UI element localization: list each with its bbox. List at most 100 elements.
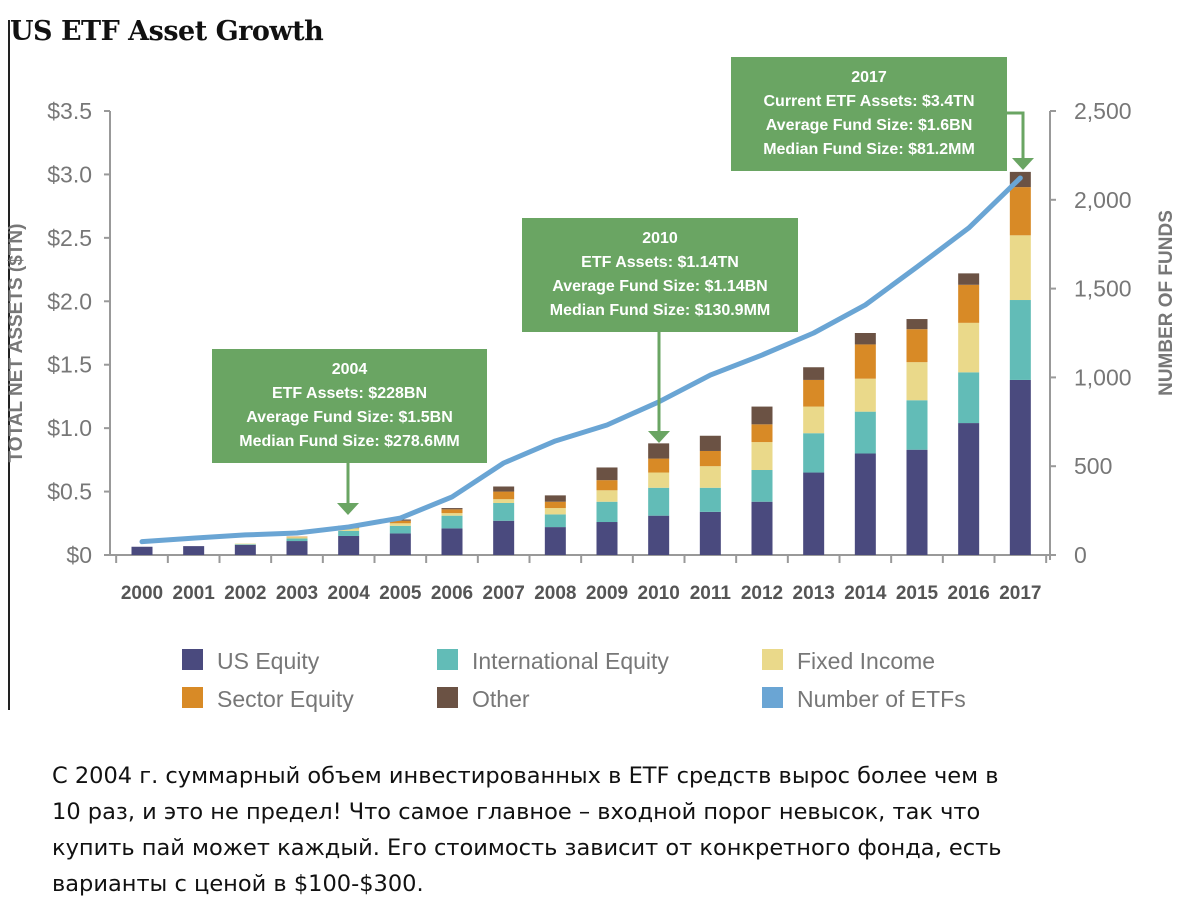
bar-segment-international-equity: [596, 501, 618, 523]
bar-segment-us-equity: [596, 522, 618, 555]
bar-segment-fixed-income: [906, 362, 928, 401]
y-tick-label-left: $1.5: [47, 352, 92, 378]
x-tick-label: 2013: [793, 583, 835, 604]
bar-segment-sector-equity: [286, 536, 308, 538]
annotation-box-2004: [212, 349, 487, 463]
x-tick-label: 2001: [173, 583, 216, 604]
caption-line: 10 раз, и это не предел! Что самое главн…: [52, 799, 981, 825]
annotation-arrowhead-2010: [648, 431, 670, 443]
bar-segment-fixed-income: [493, 499, 515, 503]
y-tick-label-left: $2.5: [47, 225, 92, 251]
bar-segment-other: [648, 443, 670, 459]
bar-segment-sector-equity: [699, 450, 721, 467]
annotation-text-line: Average Fund Size: $1.6BN: [766, 117, 973, 134]
bar-segment-other: [958, 273, 980, 285]
bar-segment-fixed-income: [699, 466, 721, 488]
bar-segment-us-equity: [234, 544, 256, 555]
legend-label: Fixed Income: [797, 648, 935, 674]
bar-segment-us-equity: [648, 515, 670, 555]
annotation-text-line: 2004: [332, 361, 368, 378]
bar-segment-us-equity: [441, 528, 463, 555]
bar-segment-us-equity: [338, 535, 360, 555]
x-tick-label: 2003: [276, 583, 318, 604]
x-tick-label: 2017: [999, 583, 1041, 604]
bar-segment-sector-equity: [854, 344, 876, 379]
chart-title: US ETF Asset Growth: [10, 16, 324, 47]
y-tick-label-right: 1,500: [1074, 276, 1132, 302]
bar-segment-fixed-income: [544, 508, 566, 515]
annotation-text-line: Average Fund Size: $1.5BN: [246, 409, 453, 426]
bar-segment-us-equity: [493, 520, 515, 555]
x-tick-label: 2011: [690, 583, 732, 604]
y-tick-label-right: 1,000: [1074, 364, 1132, 390]
bar-segment-sector-equity: [441, 509, 463, 514]
y-tick-label-right: 500: [1074, 453, 1112, 479]
bar-segment-us-equity: [803, 472, 825, 555]
legend-swatch-international-equity: [437, 649, 458, 670]
bar-segment-other: [493, 486, 515, 492]
bar-segment-us-equity: [1009, 379, 1031, 555]
bar-segment-international-equity: [958, 372, 980, 424]
bar-segment-us-equity: [854, 453, 876, 555]
y-tick-label-left: $3.5: [47, 98, 92, 124]
legend-label: Number of ETFs: [797, 686, 966, 712]
x-tick-label: 2007: [483, 583, 525, 604]
bar-segment-international-equity: [441, 515, 463, 529]
annotation-box-2010: [522, 218, 798, 332]
x-tick-label: 2006: [431, 583, 473, 604]
bar-segment-sector-equity: [751, 424, 773, 443]
bar-segment-fixed-income: [958, 322, 980, 373]
y-tick-label-left: $3.0: [47, 161, 92, 187]
y-tick-label-right: 2,000: [1074, 187, 1132, 213]
bar-segment-sector-equity: [596, 480, 618, 491]
bar-segment-us-equity: [699, 511, 721, 555]
bar-segment-sector-equity: [648, 458, 670, 473]
caption-line: варианты с ценой в $100-$300.: [52, 871, 424, 897]
y-axis-title-left: TOTAL NET ASSETS ($TN): [6, 224, 27, 463]
legend-swatch-other: [437, 687, 458, 708]
caption-line: С 2004 г. суммарный объем инвестированны…: [52, 763, 999, 789]
bar-segment-other: [906, 319, 928, 330]
y-tick-label-left: $1.0: [47, 415, 92, 441]
annotation-text-line: Median Fund Size: $130.9MM: [550, 302, 770, 319]
annotation-arrowhead-2017: [1012, 158, 1034, 170]
bar-segment-fixed-income: [854, 378, 876, 412]
bar-segment-other: [699, 435, 721, 451]
legend-swatch-us-equity: [182, 649, 203, 670]
bar-segment-international-equity: [699, 487, 721, 512]
bar-segment-international-equity: [906, 400, 928, 450]
bar-segment-sector-equity: [493, 491, 515, 500]
bar-segment-us-equity: [286, 541, 308, 555]
x-tick-label: 2002: [224, 583, 266, 604]
chart-canvas: $0 $0.5 $1.0 $1.5 $2.0 $2.5 $3.0 $3.5 TOTAL NET …: [6, 57, 1177, 712]
x-tick-label: 2000: [121, 583, 163, 604]
bar-segment-international-equity: [854, 411, 876, 454]
legend-swatch-fixed-income: [762, 649, 783, 670]
bar-segment-international-equity: [338, 530, 360, 536]
legend-label: Other: [472, 686, 530, 712]
bar-segment-other: [596, 467, 618, 481]
x-tick-label: 2012: [741, 583, 783, 604]
x-tick-label: 2004: [328, 583, 371, 604]
bar-segment-sector-equity: [958, 284, 980, 323]
bar-segment-us-equity: [183, 546, 205, 555]
legend-swatch-number-of-etfs: [762, 687, 783, 708]
bar-segment-other: [751, 406, 773, 425]
y-tick-label-right: 2,500: [1074, 98, 1132, 124]
x-tick-label: 2015: [896, 583, 939, 604]
legend-swatch-sector-equity: [182, 687, 203, 708]
annotation-text-line: ETF Assets: $1.14TN: [581, 254, 739, 271]
bar-segment-sector-equity: [803, 379, 825, 407]
bar-segment-fixed-income: [596, 490, 618, 502]
legend-label: Sector Equity: [217, 686, 354, 712]
x-tick-label: 2008: [534, 583, 576, 604]
bar-segment-us-equity: [389, 533, 411, 555]
annotation-box-2017: [731, 57, 1007, 171]
x-tick-label: 2009: [586, 583, 628, 604]
bar-segment-international-equity: [751, 470, 773, 502]
bar-segment-fixed-income: [234, 543, 256, 545]
bar-segment-international-equity: [1009, 300, 1031, 380]
bar-segment-us-equity: [958, 423, 980, 555]
bar-segment-other: [441, 508, 463, 510]
bar-segment-fixed-income: [648, 472, 670, 488]
